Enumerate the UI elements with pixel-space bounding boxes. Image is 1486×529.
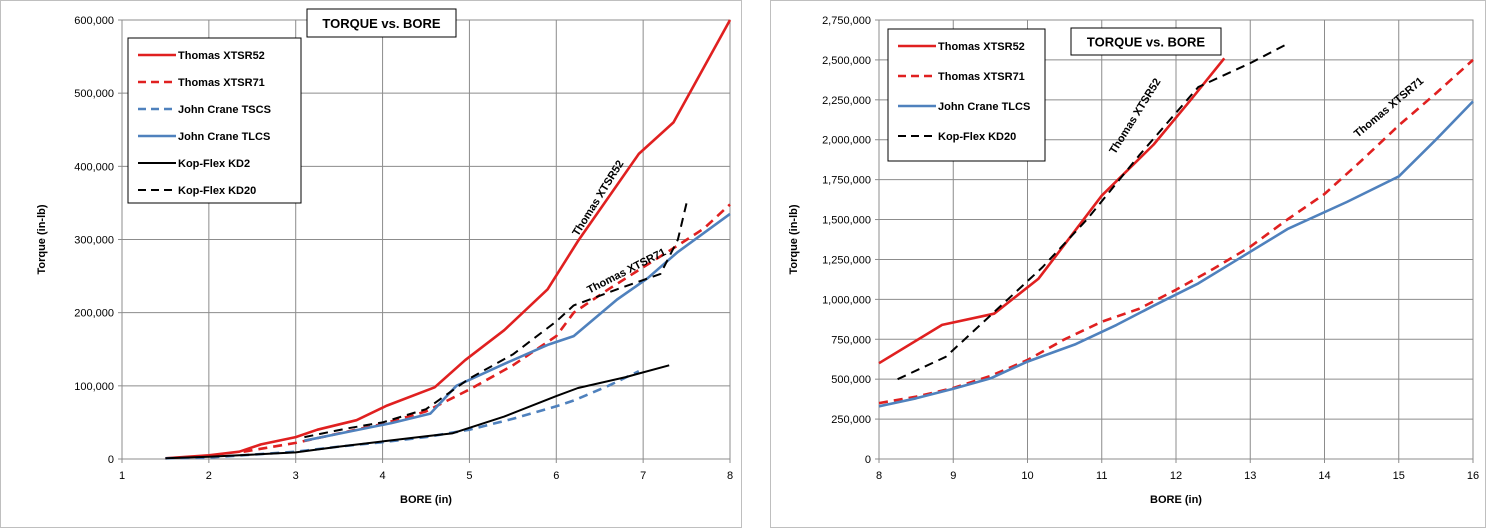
chart-title: TORQUE vs. BORE [1087,35,1206,50]
y-tick-label: 250,000 [831,414,871,426]
x-tick-label: 11 [1096,470,1107,482]
x-tick-label: 13 [1244,470,1256,482]
y-axis-title: Torque (in-lb) [788,204,800,274]
chart-left: 0 100,000 200,000 300,000 400,000 500,000 600,… [36,8,733,506]
chart-panel-right: 0 250,000 500,000 750,000 1,000,000 1,250,000… [770,0,1486,528]
annotation-thomas-xtsr52: Thomas XTSR52 [570,158,626,238]
legend: Thomas XTSR52 Thomas XTSR71 John Crane TSC… [127,37,302,204]
x-tick-label: 4 [380,470,386,482]
y-tick-label: 200,000 [74,308,114,320]
series-line-kop-flex-kd2 [165,364,670,460]
legend-label-kop-flex-kd20: Kop-Flex KD20 [178,185,256,197]
y-tick-label: 0 [865,454,871,466]
chart-title: TORQUE vs. BORE [322,16,441,31]
x-tick-label: 3 [293,470,299,482]
y-tick-label: 750,000 [831,334,871,346]
legend-label-thomas-xtsr71: Thomas XTSR71 [178,77,265,89]
y-tick-label: 2,250,000 [822,95,871,107]
y-tick-label: 300,000 [74,235,114,247]
series-line-john-crane-tscs [165,370,640,460]
series-line-kop-flex-kd20 [304,202,688,439]
legend-label-john-crane-tlcs: John Crane TLCS [178,131,270,143]
y-tick-label: 2,000,000 [822,135,871,147]
legend-box [127,37,302,204]
y-tick-label: 500,000 [74,88,114,100]
y-tick-label: 2,500,000 [822,55,871,67]
legend-label-thomas-xtsr52: Thomas XTSR52 [178,50,265,62]
chart-panel-left: 0 100,000 200,000 300,000 400,000 500,000 600,… [0,0,742,528]
legend-box [887,28,1046,162]
x-tick-label: 8 [727,470,733,482]
legend-label-thomas-xtsr52: Thomas XTSR52 [938,41,1025,53]
x-tick-label: 2 [206,470,212,482]
series-line-john-crane-tlcs [304,212,731,442]
x-tick-label: 15 [1393,470,1405,482]
series-line-kop-flex-kd20 [897,43,1288,381]
x-tick-label: 7 [640,470,646,482]
legend-label-john-crane-tscs: John Crane TSCS [178,104,271,116]
legend-label-john-crane-tlcs: John Crane TLCS [938,101,1030,113]
x-tick-label: 9 [950,470,956,482]
legend-label-kop-flex-kd20: Kop-Flex KD20 [938,131,1016,143]
legend: Thomas XTSR52 Thomas XTSR71 John Crane TLC… [887,28,1046,162]
y-tick-label: 2,750,000 [822,15,871,27]
series-line-john-crane-tlcs [878,100,1474,408]
y-tick-label: 1,500,000 [822,215,871,227]
y-tick-label: 0 [108,454,114,466]
chart-title-box [1070,27,1222,56]
chart-right: 0 250,000 500,000 750,000 1,000,000 1,250,000… [788,15,1479,506]
y-tick-label: 500,000 [831,374,871,386]
x-tick-label: 16 [1467,470,1479,482]
x-tick-label: 14 [1318,470,1330,482]
x-tick-label: 5 [466,470,472,482]
y-axis-title: Torque (in-lb) [36,204,48,274]
y-tick-label: 600,000 [74,15,114,27]
y-tick-label: 1,000,000 [822,294,871,306]
x-tick-label: 6 [553,470,559,482]
x-axis-title: BORE (in) [400,494,452,506]
y-tick-label: 1,250,000 [822,254,871,266]
y-tick-label: 400,000 [74,161,114,173]
chart-title-box [306,8,457,38]
y-tick-label: 1,750,000 [822,175,871,187]
series-line-thomas-xtsr52 [165,19,732,460]
legend-label-thomas-xtsr71: Thomas XTSR71 [938,71,1025,83]
x-tick-label: 8 [876,470,882,482]
x-tick-label: 12 [1170,470,1182,482]
annotation-thomas-xtsr71: Thomas XTSR71 [1352,75,1426,140]
series-line-thomas-xtsr71 [243,203,731,453]
legend-label-kop-flex-kd2: Kop-Flex KD2 [178,158,250,170]
x-axis-title: BORE (in) [1150,494,1202,506]
series-line-thomas-xtsr71 [878,58,1474,405]
x-tick-label: 10 [1021,470,1033,482]
y-tick-label: 100,000 [74,381,114,393]
x-tick-label: 1 [119,470,125,482]
